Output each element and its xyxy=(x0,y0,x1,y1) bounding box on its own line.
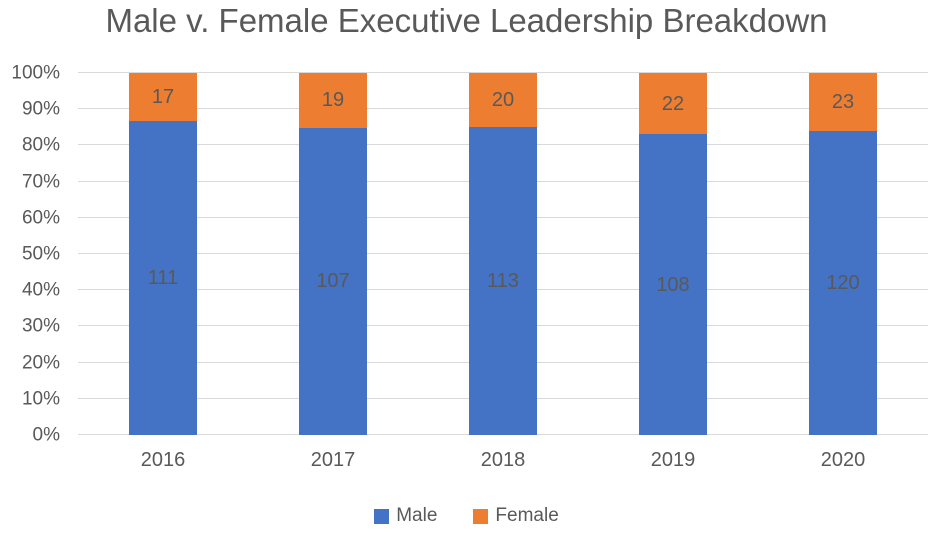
legend: Male Female xyxy=(0,505,933,527)
data-label-female-2018: 20 xyxy=(491,89,515,112)
data-label-female-2019: 22 xyxy=(661,92,685,115)
gridline xyxy=(78,72,928,73)
bar-2017: 19 107 xyxy=(299,73,367,435)
y-tick-label: 90% xyxy=(21,98,60,120)
bar-2016-male-segment: 111 xyxy=(129,121,197,435)
bar-2018: 20 113 xyxy=(469,73,537,435)
legend-swatch-female-icon xyxy=(473,508,489,524)
y-tick-label: 100% xyxy=(11,62,60,84)
y-axis: 0% 10% 20% 30% 40% 50% 60% 70% 80% 90% 100% xyxy=(0,64,60,445)
legend-item-male: Male xyxy=(374,505,437,527)
bar-2017-female-segment: 19 xyxy=(299,73,367,128)
bar-2019: 22 108 xyxy=(639,73,707,435)
y-tick-label: 80% xyxy=(21,134,60,156)
bar-2020-female-segment: 23 xyxy=(809,73,877,132)
bar-2019-female-segment: 22 xyxy=(639,73,707,135)
data-label-female-2016: 17 xyxy=(151,86,175,109)
legend-item-female: Female xyxy=(473,505,559,527)
bar-2016-female-segment: 17 xyxy=(129,73,197,122)
data-label-female-2020: 23 xyxy=(831,91,855,114)
x-tick-label-2017: 2017 xyxy=(310,449,356,471)
y-tick-label: 20% xyxy=(21,352,60,374)
data-label-male-2019: 108 xyxy=(656,273,690,296)
legend-label-male: Male xyxy=(396,505,438,526)
data-label-male-2018: 113 xyxy=(487,270,519,293)
y-tick-label: 10% xyxy=(21,388,60,410)
y-tick-label: 40% xyxy=(21,279,60,301)
x-tick-label-2019: 2019 xyxy=(650,449,696,471)
bar-2020-male-segment: 120 xyxy=(809,131,877,435)
data-label-male-2020: 120 xyxy=(826,272,860,295)
y-tick-label: 60% xyxy=(21,207,60,229)
x-axis: 2016 2017 2018 2019 2020 xyxy=(78,435,928,477)
bar-2019-male-segment: 108 xyxy=(639,134,707,435)
legend-swatch-male-icon xyxy=(374,508,390,524)
plot-area: 17 111 19 107 20 113 22 108 23 120 xyxy=(78,72,928,435)
bar-2016: 17 111 xyxy=(129,73,197,435)
x-tick-label-2016: 2016 xyxy=(140,449,186,471)
x-tick-label-2018: 2018 xyxy=(480,449,526,471)
bar-2020: 23 120 xyxy=(809,73,877,435)
data-label-male-2016: 111 xyxy=(147,267,179,290)
y-tick-label: 50% xyxy=(21,243,60,265)
y-tick-label: 0% xyxy=(32,424,60,446)
chart-title: Male v. Female Executive Leadership Brea… xyxy=(105,2,828,39)
legend-label-female: Female xyxy=(495,505,559,526)
x-tick-label-2020: 2020 xyxy=(820,449,866,471)
bar-2018-female-segment: 20 xyxy=(469,73,537,128)
data-label-male-2017: 107 xyxy=(316,270,350,293)
bar-2018-male-segment: 113 xyxy=(469,127,537,435)
bar-2017-male-segment: 107 xyxy=(299,127,367,435)
y-tick-label: 30% xyxy=(21,315,60,337)
data-label-female-2017: 19 xyxy=(321,89,345,112)
y-tick-label: 70% xyxy=(21,171,60,193)
